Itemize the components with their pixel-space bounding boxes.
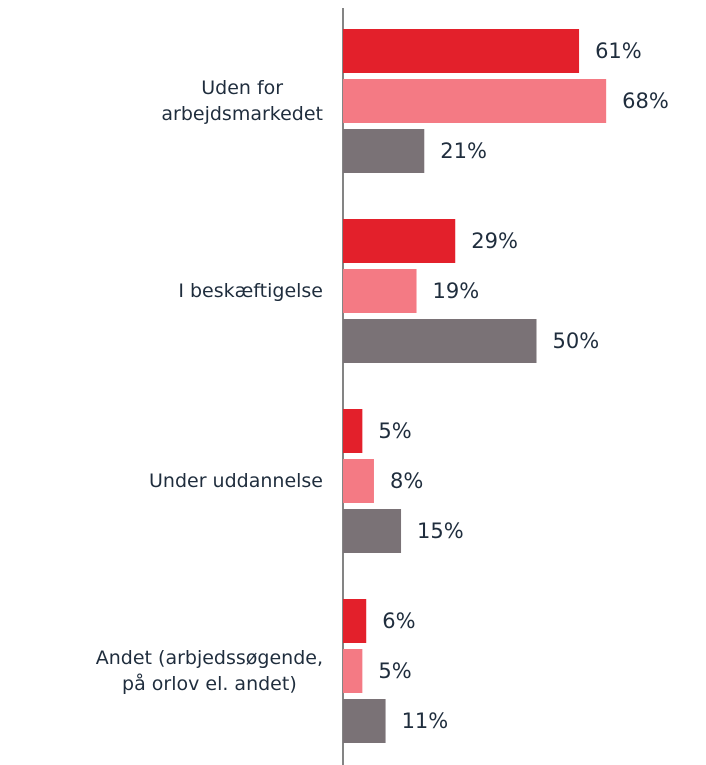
category-label: Uden for arbejdsmarkedet	[161, 77, 323, 125]
bar	[343, 129, 425, 173]
value-label: 29%	[471, 229, 518, 253]
value-label: 11%	[402, 709, 449, 733]
bar	[343, 699, 386, 743]
bar	[343, 29, 580, 73]
value-label: 8%	[390, 469, 423, 493]
bar	[343, 509, 402, 553]
bar	[343, 319, 537, 363]
bar	[343, 269, 417, 313]
bar	[343, 459, 374, 503]
value-label: 21%	[440, 139, 487, 163]
bar	[343, 79, 607, 123]
category-label: Andet (arbjedssøgende, på orlov el. ande…	[95, 647, 323, 695]
category-label: I beskæftigelse	[178, 280, 323, 302]
value-label: 6%	[382, 609, 415, 633]
value-label: 5%	[378, 419, 411, 443]
category-label: Under uddannelse	[149, 470, 323, 492]
bar	[343, 219, 456, 263]
value-label: 5%	[378, 659, 411, 683]
value-label: 15%	[417, 519, 464, 543]
bar	[343, 409, 363, 453]
value-label: 61%	[595, 39, 642, 63]
value-label: 68%	[622, 89, 669, 113]
bar	[343, 649, 363, 693]
value-label: 19%	[433, 279, 480, 303]
value-label: 50%	[553, 329, 600, 353]
bar	[343, 599, 367, 643]
